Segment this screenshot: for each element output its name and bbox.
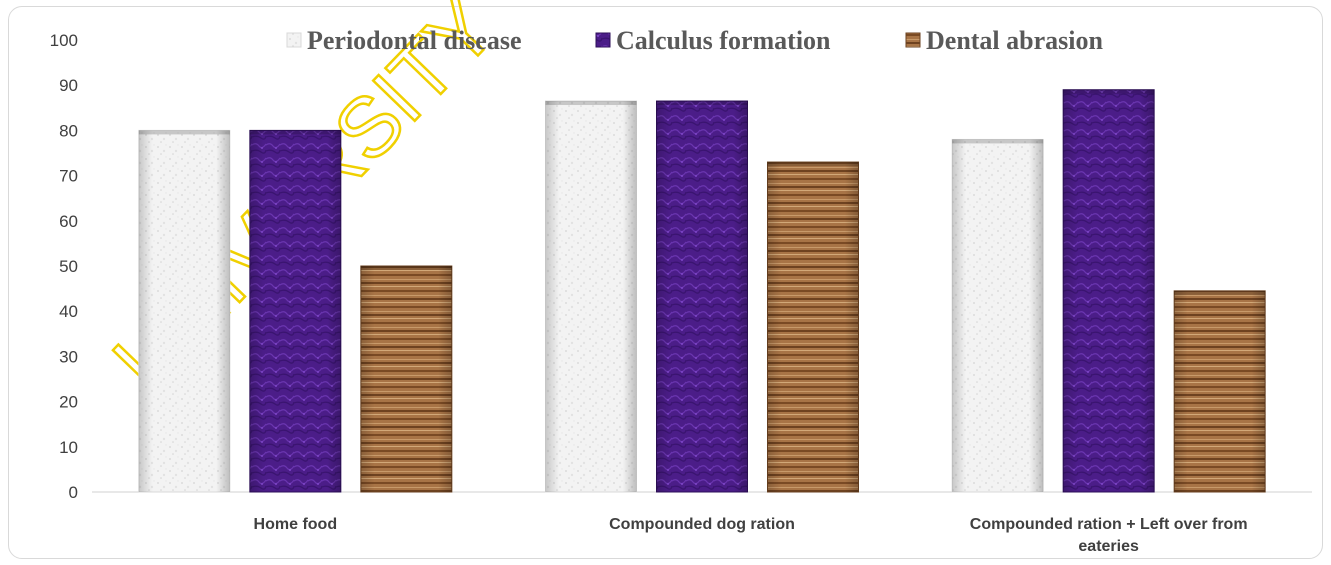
bar-shading (249, 130, 341, 492)
bar-top-bevel (138, 130, 230, 135)
y-tick-label: 70 (59, 167, 78, 186)
legend-label: Periodontal disease (307, 26, 522, 55)
x-category-label: Home food (254, 516, 338, 533)
legend-label: Calculus formation (616, 26, 831, 55)
bar-top-bevel (1174, 290, 1266, 295)
y-tick-label: 50 (59, 257, 78, 276)
legend-swatch (905, 32, 921, 48)
bar-shading (952, 139, 1044, 492)
y-tick-label: 80 (59, 121, 78, 140)
bar-top-bevel (952, 139, 1044, 144)
bar-top-bevel (656, 101, 748, 106)
y-tick-label: 40 (59, 302, 78, 321)
y-tick-label: 30 (59, 347, 78, 366)
bar-shading (545, 101, 637, 493)
bar-top-bevel (1063, 89, 1155, 94)
bar-shading (656, 101, 748, 493)
bar-top-bevel (767, 162, 859, 167)
bar-top-bevel (545, 101, 637, 106)
y-tick-label: 100 (50, 31, 78, 50)
bar-shading (1063, 89, 1155, 492)
bar-shading (360, 266, 452, 492)
y-tick-label: 60 (59, 212, 78, 231)
y-tick-label: 90 (59, 76, 78, 95)
x-category-label: Compounded ration + Left over from (970, 516, 1248, 533)
bar-top-bevel (249, 130, 341, 135)
bar-shading (767, 162, 859, 493)
x-category-label: eateries (1078, 538, 1139, 555)
y-tick-label: 10 (59, 438, 78, 457)
y-tick-label: 0 (69, 483, 78, 502)
x-category-label: Compounded dog ration (609, 516, 795, 533)
bar-shading (138, 130, 230, 492)
legend-swatch (595, 32, 611, 48)
bar-shading (1174, 290, 1266, 492)
legend-swatch (286, 32, 302, 48)
legend-label: Dental abrasion (926, 26, 1104, 55)
bar-top-bevel (360, 266, 452, 270)
y-tick-label: 20 (59, 393, 78, 412)
